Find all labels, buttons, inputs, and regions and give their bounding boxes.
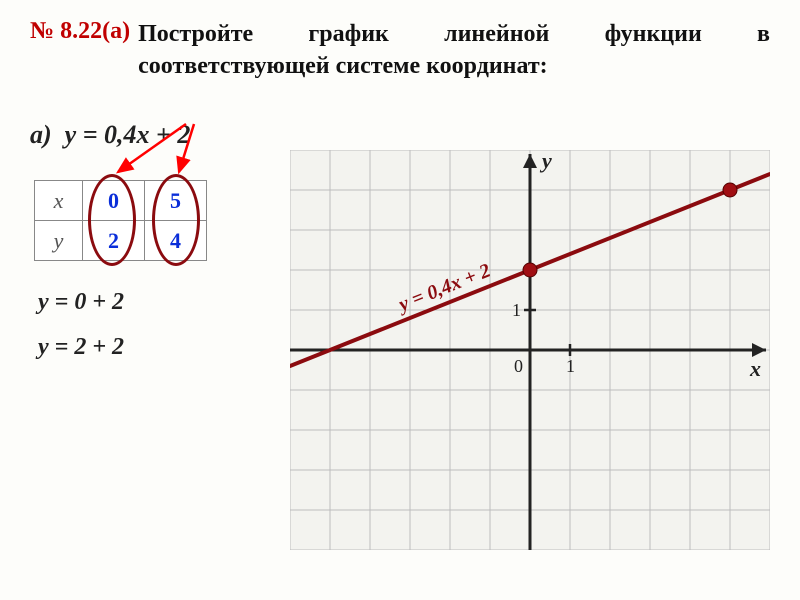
arrow-to-col1 xyxy=(179,124,194,172)
graph-svg: 110yxy = 0,4x + 2 xyxy=(290,150,770,550)
problem-header: № 8.22(а) Постройте график линейной функ… xyxy=(0,0,800,91)
table-row: y 2 4 xyxy=(35,221,207,261)
calc-line-1: y = 2 + 2 xyxy=(38,334,280,361)
xy-table-wrap: x 0 5 y 2 4 xyxy=(34,180,280,261)
svg-text:x: x xyxy=(749,356,761,381)
cell-y0: 2 xyxy=(83,221,145,261)
svg-text:1: 1 xyxy=(566,356,575,376)
calc-line-0: y = 0 + 2 xyxy=(38,289,280,316)
problem-number: № 8.22(а) xyxy=(30,18,130,45)
problem-text: Постройте график линейной функции в соот… xyxy=(138,18,770,83)
arrows-svg xyxy=(34,118,254,198)
svg-text:0: 0 xyxy=(514,356,523,376)
graph: 110yxy = 0,4x + 2 xyxy=(290,150,770,555)
arrow-to-col0 xyxy=(118,124,186,172)
svg-text:1: 1 xyxy=(512,300,521,320)
cell-y1: 4 xyxy=(145,221,207,261)
left-column: а) y = 0,4x + 2 x 0 5 y 2 4 xyxy=(30,120,280,379)
row-label-y: y xyxy=(35,221,83,261)
